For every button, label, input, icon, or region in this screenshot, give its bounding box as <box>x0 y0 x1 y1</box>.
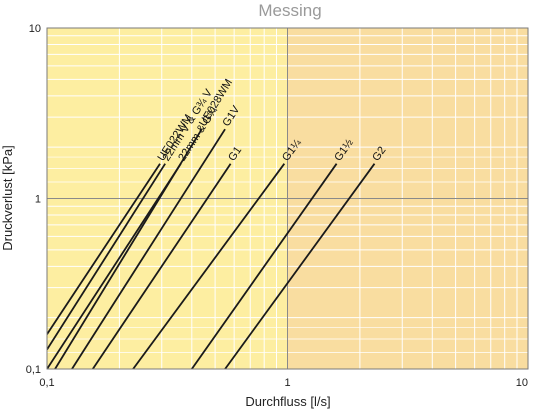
y-tick-label: 0,1 <box>26 364 41 376</box>
plot-area <box>46 27 529 370</box>
series-line-7 <box>191 163 338 369</box>
series-line-8 <box>224 163 376 369</box>
x-tick-labels: 0,1 1 10 <box>39 377 528 389</box>
series-line-3 <box>54 128 203 369</box>
chart-title: Messing <box>258 1 321 20</box>
plot-border <box>46 27 529 370</box>
x-tick-label: 0,1 <box>39 377 54 389</box>
y-tick-label: 1 <box>35 194 41 206</box>
series-line-4 <box>71 128 226 369</box>
y-tick-labels: 0,1 1 10 <box>26 23 41 376</box>
major-grid <box>47 28 528 369</box>
series-line-2 <box>47 163 182 369</box>
x-axis-label: Durchfluss [l/s] <box>245 394 330 409</box>
y-tick-label: 10 <box>29 23 41 35</box>
x-tick-label: 10 <box>516 377 528 389</box>
series-line-0 <box>47 163 161 335</box>
y-axis-label: Druckverlust [kPa] <box>0 145 15 250</box>
series-lines <box>47 128 376 369</box>
series-line-5 <box>92 163 232 369</box>
x-tick-label: 1 <box>284 377 290 389</box>
series-line-6 <box>132 163 286 369</box>
series-line-1 <box>47 163 166 351</box>
